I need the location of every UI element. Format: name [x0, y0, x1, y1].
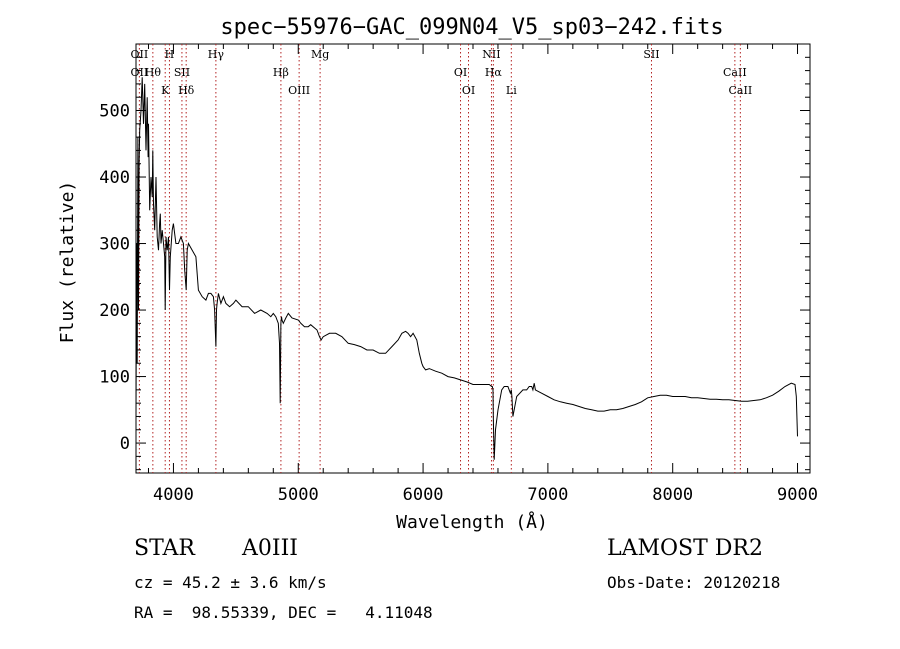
spectral-line-label: CaII: [723, 66, 747, 79]
spectrum-line: [135, 77, 798, 460]
spectral-line-label: Hα: [485, 66, 503, 79]
spectral-line-label: NII: [482, 48, 500, 61]
spectral-line-label: OII: [131, 66, 149, 79]
spectral-line-label: CaII: [729, 84, 753, 97]
y-axis-label: Flux (relative): [57, 181, 78, 344]
y-tick-label: 100: [99, 368, 130, 388]
spectral-line-label: SII: [643, 48, 659, 61]
spectral-line-label: OII: [131, 48, 149, 61]
object-class: STAR: [134, 536, 195, 561]
x-tick-label: 4000: [153, 485, 194, 505]
x-tick-label: 9000: [777, 485, 818, 505]
redshift-info: cz = 45.2 ± 3.6 km/s: [134, 573, 327, 592]
spectral-line-label: Li: [506, 84, 517, 97]
obs-date: Obs-Date: 20120218: [607, 573, 781, 592]
y-tick-label: 500: [99, 102, 130, 122]
ra-dec: RA = 98.55339, DEC = 4.11048: [134, 603, 433, 622]
y-tick-label: 200: [99, 301, 130, 321]
spectral-line-label: H: [165, 48, 175, 61]
x-tick-label: 8000: [652, 485, 693, 505]
spectral-line-label: SII: [174, 66, 190, 79]
spectral-line-label: Mg: [311, 48, 329, 61]
spectral-line-markers: OIIOIIHθKHSIIHδHγHβOIIIMgOIOINIIHαLiSIIC…: [131, 44, 753, 473]
x-axis-ticks: 4000 5000 6000 7000 8000 9000: [147, 44, 818, 505]
spectral-line-label: Hβ: [273, 66, 289, 79]
x-tick-label: 6000: [403, 485, 444, 505]
x-tick-label: 7000: [527, 485, 568, 505]
spectral-line-label: Hδ: [178, 84, 195, 97]
plot-frame: [135, 43, 811, 474]
spectral-line-label: Hγ: [208, 48, 225, 61]
y-tick-label: 400: [99, 168, 130, 188]
x-tick-label: 5000: [278, 485, 319, 505]
y-tick-label: 300: [99, 235, 130, 255]
y-tick-label: 0: [120, 434, 130, 454]
spectral-line-label: OI: [454, 66, 467, 79]
survey-name: LAMOST DR2: [607, 536, 763, 561]
spectral-line-label: K: [161, 84, 170, 97]
spectral-line-label: OI: [462, 84, 475, 97]
spectral-line-label: OIII: [288, 84, 310, 97]
spectral-line-label: Hθ: [145, 66, 162, 79]
object-subclass: A0III: [242, 536, 298, 561]
y-axis-ticks: 0 100 200 300 400 500: [99, 56, 810, 471]
x-axis-label: Wavelength (Å): [396, 511, 548, 533]
chart-title: spec−55976−GAC_099N04_V5_sp03−242.fits: [220, 15, 723, 40]
